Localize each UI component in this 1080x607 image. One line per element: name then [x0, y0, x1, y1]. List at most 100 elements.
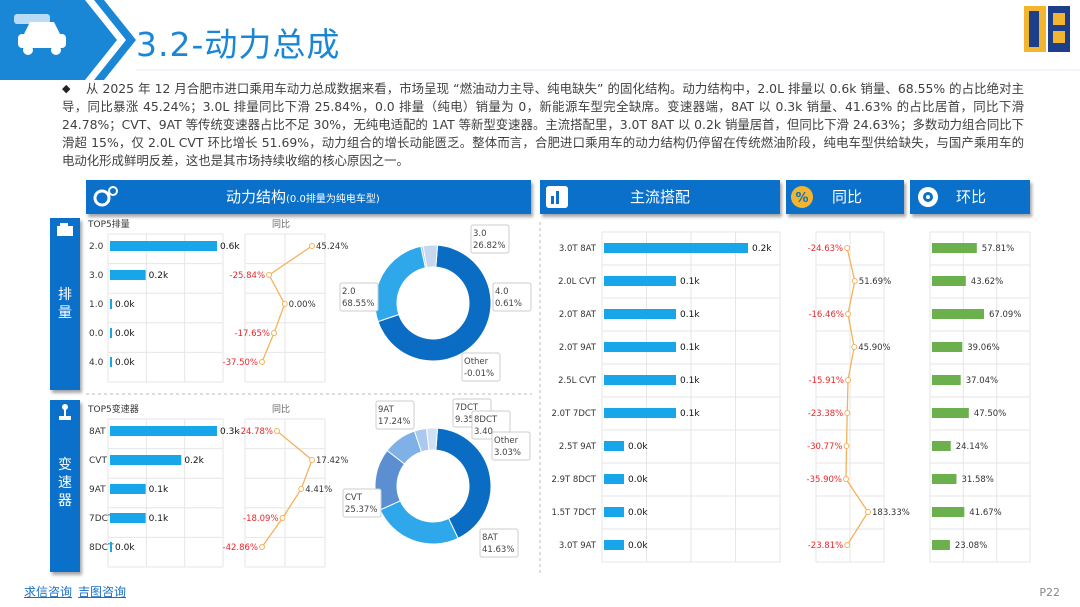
section-header-combo: 主流搭配	[540, 180, 780, 214]
combo-bar	[604, 408, 676, 418]
section-title-combo: 主流搭配	[630, 188, 691, 206]
summary-paragraph: 从 2025 年 12 月合肥市进口乘用车动力总成数据来看，市场呈现 “燃油动力…	[62, 81, 1024, 168]
combo-value-label: 0.0k	[628, 508, 648, 518]
mom-label: 57.81%	[982, 244, 1014, 254]
donut-label-box	[471, 410, 511, 440]
yoy-header-displacement: 同比	[272, 220, 291, 230]
bar-value-label: 0.1k	[149, 485, 169, 495]
donut-label-box	[492, 282, 532, 312]
yoy-point	[273, 428, 280, 434]
donut-label-pct: 41.63%	[482, 545, 514, 555]
bar	[110, 513, 146, 523]
combo-yoy-label: 51.69%	[859, 277, 891, 287]
bullet-icon: ◆	[62, 82, 71, 95]
mom-label: 67.09%	[989, 310, 1021, 320]
combo-yoy-label: -16.46%	[808, 310, 843, 320]
donut-label-pct: -0.01%	[464, 369, 494, 379]
footer-link-1[interactable]: 求信咨询	[24, 585, 73, 599]
mom-label: 39.06%	[967, 343, 999, 353]
yoy-point	[259, 359, 265, 365]
donut-label-name: Other	[464, 357, 489, 367]
combo-bar	[604, 243, 748, 253]
bar-value-label: 0.0k	[115, 300, 135, 310]
donut-label-name: 2.0	[342, 287, 356, 297]
donut-slice	[374, 245, 427, 323]
combo-label: 2.5L CVT	[558, 376, 597, 386]
engine-icon	[57, 223, 73, 236]
combo-yoy-label: -23.38%	[808, 409, 843, 419]
bar-value-label: 0.2k	[184, 456, 204, 466]
displacement-chart: 2.0 0.6k 3.0 0.2k 1.0 0.0k 0.0 0.0k 4.0 0.0k 45.24…	[89, 224, 532, 383]
mom-bar	[932, 243, 977, 253]
combo-yoy-point	[851, 344, 858, 350]
combo-yoy-line	[845, 247, 869, 546]
donut-label-name: 4.0	[495, 287, 509, 297]
yoy-label: -37.50%	[223, 358, 258, 368]
gear-shift-icon	[59, 404, 71, 420]
combo-value-label: 0.1k	[680, 277, 700, 287]
combo-value-label: 0.2k	[752, 244, 772, 254]
target-icon	[918, 187, 938, 207]
donut-slice	[420, 245, 428, 269]
combo-yoy-point	[851, 278, 858, 284]
footer-link-2[interactable]: 吉图咨询	[78, 585, 127, 599]
yoy-point	[279, 515, 286, 521]
mom-label: 31.58%	[961, 475, 993, 485]
bar	[110, 484, 146, 494]
combo-value-label: 0.0k	[628, 475, 648, 485]
combo-chart: 3.0T 8AT 0.2k 57.81% 2.0L CVT 0.1k 43.62% 2.0T…	[552, 231, 1031, 563]
row-label: 9AT	[89, 485, 106, 495]
yoy-point	[270, 330, 277, 336]
section-header-mom: 环比	[910, 180, 1030, 214]
mom-bar	[932, 474, 957, 484]
combo-label: 2.0L CVT	[558, 277, 597, 287]
combo-label: 2.0T 7DCT	[552, 409, 597, 419]
donut-slice	[435, 427, 492, 539]
yoy-label: -42.86%	[223, 543, 258, 553]
donut-label-box	[452, 398, 492, 428]
row-label: 8AT	[89, 427, 106, 437]
bar-value-label: 0.6k	[220, 242, 240, 252]
mom-bar	[932, 441, 951, 451]
bar	[110, 455, 182, 465]
donut-label-box	[342, 488, 382, 518]
row-label: 2.0	[89, 242, 104, 252]
section-title-yoy: 同比	[832, 188, 863, 206]
donut-label-name: 3.0	[473, 229, 487, 239]
yoy-point	[266, 272, 273, 278]
combo-yoy-point	[845, 377, 852, 383]
section-title-mom: 环比	[956, 188, 987, 206]
yoy-line	[261, 245, 313, 363]
donut-label-box	[479, 528, 519, 558]
combo-label: 2.5T 9AT	[559, 442, 597, 452]
page-number: P22	[1039, 586, 1060, 599]
mom-bar	[932, 540, 950, 550]
donut-slice	[377, 244, 492, 362]
yoy-header-transmission: 同比	[272, 405, 291, 415]
bar	[110, 241, 217, 251]
combo-bar	[604, 342, 676, 352]
combo-yoy-label: -24.63%	[808, 244, 843, 254]
yoy-label: -25.84%	[230, 271, 265, 281]
row-label: CVT	[89, 456, 107, 466]
combo-yoy-label: -35.90%	[807, 475, 842, 485]
mom-bar	[932, 375, 961, 385]
donut-label-pct: 0.61%	[495, 299, 522, 309]
donut-label-pct: 3.40	[474, 427, 493, 437]
svg-text:%: %	[795, 191, 808, 206]
yoy-label: 4.41%	[305, 485, 332, 495]
bar	[110, 328, 112, 338]
bar-value-label: 0.3k	[220, 427, 240, 437]
section-note-power: (0.0排量为纯电车型)	[286, 194, 380, 205]
donut-slice	[379, 500, 459, 545]
mom-bar	[932, 408, 969, 418]
subtitle-transmission: TOP5变速器	[88, 405, 139, 415]
combo-yoy-label: 183.33%	[872, 508, 910, 518]
bar	[110, 299, 112, 309]
donut-label-box	[491, 431, 531, 461]
donut-slice	[386, 430, 423, 465]
yoy-point	[298, 486, 305, 492]
mom-label: 37.04%	[966, 376, 998, 386]
mom-bar	[932, 276, 966, 286]
